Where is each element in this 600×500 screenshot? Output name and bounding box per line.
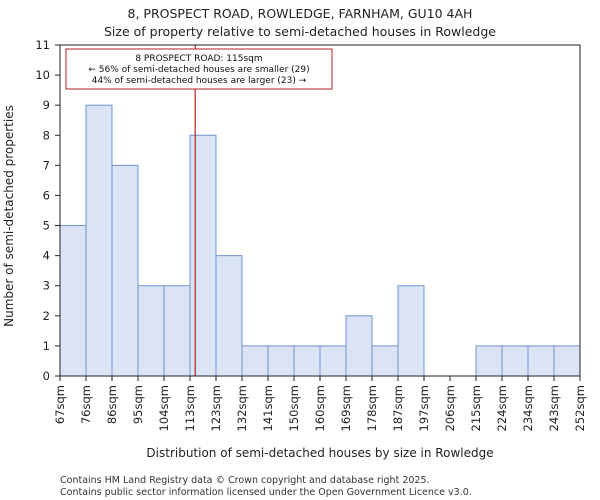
bar-234sqm (527, 345, 555, 377)
x-tick-label: 243sqm (547, 385, 561, 431)
y-tick-label: 10 (35, 68, 50, 82)
annotation-line-3: 44% of semi-detached houses are larger (… (92, 76, 307, 86)
y-tick-label: 7 (43, 158, 50, 172)
annotation-line-2: ← 56% of semi-detached houses are smalle… (88, 65, 309, 75)
bar-187sqm (397, 285, 425, 377)
y-axis-label: Number of semi-detached properties (2, 105, 16, 327)
x-tick-label: 76sqm (79, 385, 93, 424)
y-tick-label: 8 (43, 128, 50, 142)
x-tick-label: 150sqm (287, 385, 301, 431)
chart-subtitle: Size of property relative to semi-detach… (104, 24, 496, 39)
x-tick-label: 234sqm (521, 385, 535, 431)
y-tick-label: 4 (43, 249, 50, 263)
bar-86sqm (111, 164, 139, 377)
x-tick-label: 187sqm (391, 385, 405, 431)
annotation-frame (65, 48, 333, 90)
bar-67sqm (59, 225, 87, 377)
y-tick-label: 3 (43, 279, 50, 293)
y-axis-ticks: 0 1 2 3 4 5 6 7 8 9 10 11 (35, 38, 60, 383)
bar-169sqm (345, 315, 373, 377)
x-tick-label: 123sqm (209, 385, 223, 431)
x-tick-label: 178sqm (365, 385, 379, 431)
bar-215sqm (475, 345, 503, 377)
footer-line-1: Contains HM Land Registry data © Crown c… (60, 475, 430, 486)
bar-95sqm (137, 285, 165, 377)
x-tick-label: 104sqm (157, 385, 171, 431)
x-tick-label: 132sqm (235, 385, 249, 431)
x-tick-label: 169sqm (339, 385, 353, 431)
bar-150sqm (293, 345, 321, 377)
x-tick-label: 206sqm (443, 385, 457, 431)
x-tick-label: 113sqm (183, 385, 197, 431)
bar-160sqm (319, 345, 347, 377)
bar-132sqm (241, 345, 269, 377)
bar-141sqm (267, 345, 295, 377)
bar-243sqm (553, 345, 581, 377)
x-tick-label: 160sqm (313, 385, 327, 431)
footer-line-2: Contains public sector information licen… (60, 487, 472, 498)
y-tick-label: 6 (43, 188, 50, 202)
annotation-box: 8 PROSPECT ROAD: 115sqm ← 56% of semi-de… (65, 48, 333, 90)
bar-123sqm (215, 255, 243, 377)
bar-76sqm (85, 104, 113, 377)
x-tick-label: 224sqm (495, 385, 509, 431)
x-tick-label: 141sqm (261, 385, 275, 431)
bar-113sqm (189, 134, 217, 377)
y-tick-label: 1 (43, 339, 50, 353)
annotation-line-1: 8 PROSPECT ROAD: 115sqm (135, 54, 262, 64)
bar-104sqm (163, 285, 191, 377)
y-tick-label: 11 (35, 38, 50, 52)
x-tick-label: 215sqm (469, 385, 483, 431)
x-tick-label: 86sqm (105, 385, 119, 424)
y-tick-label: 2 (43, 309, 50, 323)
bars-group (59, 104, 581, 377)
x-axis-label: Distribution of semi-detached houses by … (146, 446, 493, 460)
x-tick-label: 67sqm (53, 385, 67, 424)
y-tick-label: 9 (43, 98, 50, 112)
y-tick-label: 0 (43, 369, 50, 383)
bar-178sqm (371, 345, 399, 377)
x-axis-ticks: 67sqm 76sqm 86sqm 95sqm 104sqm 113sqm 123sqm 13… (53, 376, 587, 431)
bar-224sqm (501, 345, 529, 377)
x-tick-label: 95sqm (131, 385, 145, 424)
x-tick-label: 252sqm (573, 385, 587, 431)
y-tick-label: 5 (43, 219, 50, 233)
chart-title: 8, PROSPECT ROAD, ROWLEDGE, FARNHAM, GU1… (128, 6, 473, 21)
x-tick-label: 197sqm (417, 385, 431, 431)
